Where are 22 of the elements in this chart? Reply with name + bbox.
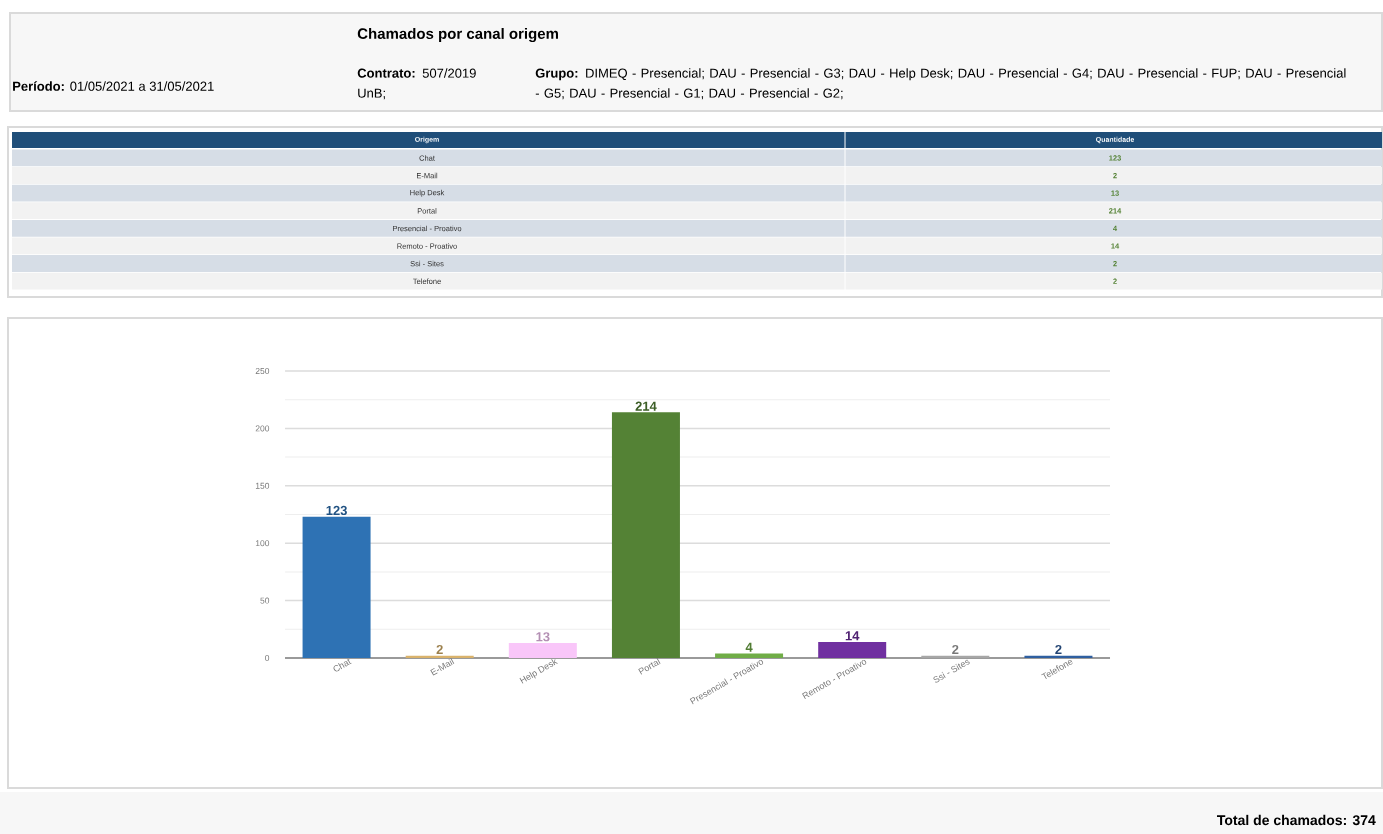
data-label: 2: [1055, 644, 1062, 654]
x-tick-label: Ssi - Sites: [933, 659, 970, 683]
data-label: 14: [845, 631, 860, 641]
data-label: 214: [635, 401, 657, 411]
chart-title: Chamados por canal origem: [357, 27, 558, 43]
data-label: 2: [436, 644, 443, 654]
data-label: 123: [326, 505, 347, 516]
text: Contrato: 507/2019 UnB;: [357, 68, 476, 100]
y-tick-label: 100: [255, 540, 270, 547]
y-tick-label: 150: [255, 482, 270, 489]
x-tick-label: Help Desk: [519, 659, 558, 684]
text: Grupo: DIMEQ - Presencial; DAU - Presencial - G3; DAU - Help Desk; DAU - Presencial - G4; DAU - Presencial - FUP; DAU - Presencial - G5; DAU - Presencial - G1; DAU - Presencial - G2;: [535, 68, 1346, 100]
data-label: 2: [952, 644, 959, 654]
y-tick-label: 200: [255, 425, 270, 432]
text: Período: 01/05/2021 a 31/05/2021: [13, 81, 214, 91]
text: Total de chamados: 374: [1216, 814, 1376, 826]
y-tick-label: 250: [255, 368, 270, 374]
y-tick-label: 0: [265, 654, 270, 661]
x-tick-label: Chat: [333, 658, 352, 672]
y-tick-label: 50: [260, 597, 270, 604]
data-label: 4: [745, 642, 753, 652]
data-label: 13: [536, 632, 550, 642]
